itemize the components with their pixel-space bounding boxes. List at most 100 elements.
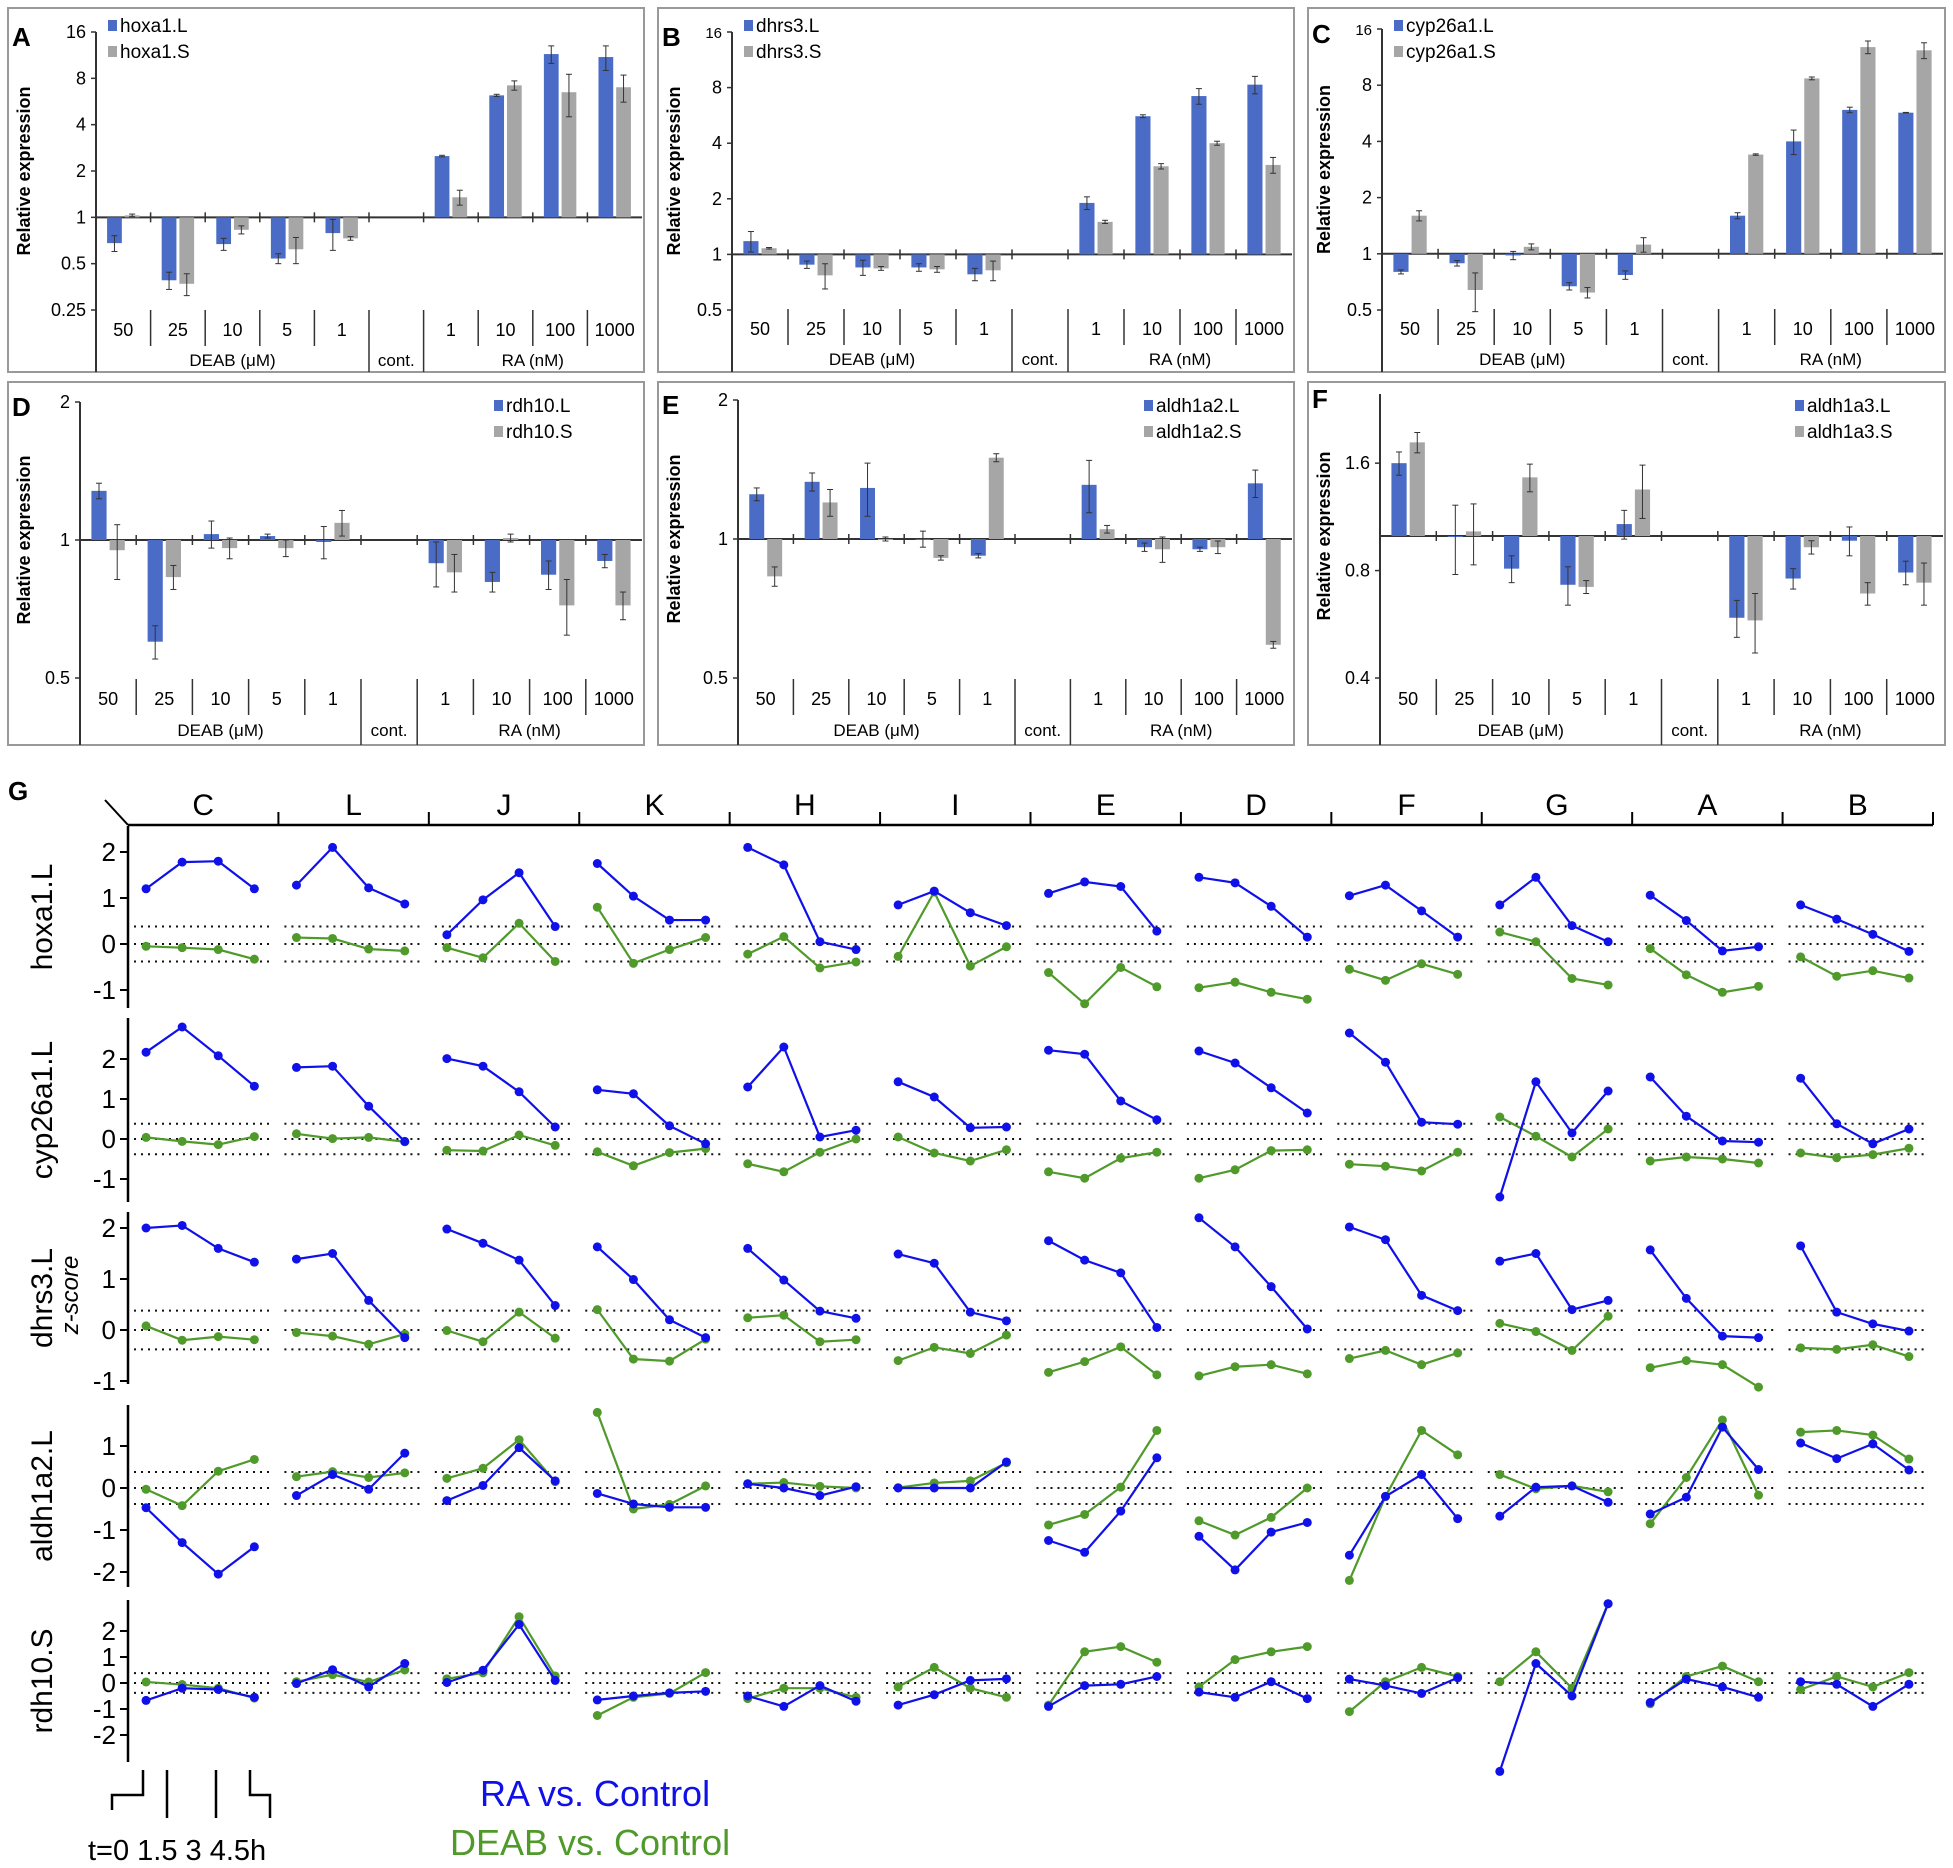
panel-label: G xyxy=(8,776,28,806)
deab-point xyxy=(1832,1672,1842,1681)
deab-point xyxy=(1681,1473,1691,1482)
y-tick-label: 2 xyxy=(712,189,722,209)
ra-point xyxy=(249,1081,259,1091)
bar xyxy=(1191,96,1207,255)
cluster-label: G xyxy=(1545,789,1568,822)
deab-point xyxy=(851,1335,861,1345)
ra-point xyxy=(1681,1492,1691,1502)
ra-line xyxy=(747,1684,857,1708)
ra-point xyxy=(177,1538,187,1548)
bar xyxy=(1560,536,1576,585)
gene-label: rdh10.S xyxy=(26,1628,59,1733)
deab-point xyxy=(1754,1677,1764,1687)
ra-point xyxy=(1832,914,1842,924)
ra-line xyxy=(747,1482,857,1497)
deab-point xyxy=(1868,1150,1878,1160)
deab-point xyxy=(1567,1345,1577,1355)
deab-point xyxy=(1152,982,1162,992)
bar xyxy=(1916,536,1932,583)
deab-point xyxy=(1531,1327,1541,1337)
ra-point xyxy=(1080,1255,1090,1265)
deab-point xyxy=(1344,964,1354,974)
ra-point xyxy=(929,1258,939,1268)
deab-point xyxy=(592,1305,602,1315)
ra-point xyxy=(592,1488,602,1498)
deab-point xyxy=(1080,1509,1090,1519)
group-label-control: cont. xyxy=(1024,721,1061,740)
deab-point xyxy=(514,1307,524,1317)
deab-point xyxy=(1080,1357,1090,1367)
category-label: 1 xyxy=(337,320,347,340)
cluster-label: D xyxy=(1245,789,1267,822)
bar xyxy=(1617,253,1633,275)
ra-point xyxy=(400,1448,410,1458)
ra-point xyxy=(514,1087,524,1097)
deab-point xyxy=(550,956,560,966)
y-tick-label: -1 xyxy=(93,1694,116,1724)
group-label-deab: DEAB (μM) xyxy=(833,721,919,740)
ra-line xyxy=(1649,1677,1759,1704)
y-tick-label: 1 xyxy=(76,207,86,227)
deab-point xyxy=(1832,1153,1842,1163)
ra-point xyxy=(364,883,374,893)
bar xyxy=(561,92,577,218)
ra-line xyxy=(1649,1249,1759,1339)
ra-point xyxy=(1344,1550,1354,1560)
category-label: 1 xyxy=(1628,689,1638,709)
deab-point xyxy=(1230,1530,1240,1540)
ra-line xyxy=(296,1252,406,1339)
deab-point xyxy=(628,1354,638,1364)
legend-swatch xyxy=(494,426,503,437)
ra-point xyxy=(1230,1692,1240,1702)
y-tick-label: 0.5 xyxy=(1347,300,1372,320)
deab-point xyxy=(328,933,338,943)
category-label: 1000 xyxy=(595,320,635,340)
deab-line xyxy=(1499,1116,1609,1159)
ra-point xyxy=(1904,1326,1914,1336)
category-label: 10 xyxy=(491,689,511,709)
bar xyxy=(911,254,927,268)
deab-point xyxy=(965,1476,975,1486)
ra-point xyxy=(1417,906,1427,916)
legend-ra: RA vs. Control xyxy=(480,1773,710,1814)
bar xyxy=(1467,253,1483,290)
ra-point xyxy=(249,1257,259,1267)
deab-line xyxy=(1048,1345,1158,1376)
ra-point xyxy=(1796,1073,1806,1083)
ra-point xyxy=(478,1480,488,1490)
deab-point xyxy=(1152,1147,1162,1157)
bar xyxy=(1860,47,1876,254)
deab-line xyxy=(596,1147,706,1167)
ra-point xyxy=(1495,1766,1505,1776)
ra-line xyxy=(746,1247,857,1320)
ra-point xyxy=(1044,1701,1054,1711)
ra-point xyxy=(1531,1659,1541,1668)
deab-point xyxy=(1453,1147,1463,1157)
ra-point xyxy=(442,1496,452,1506)
ra-point xyxy=(514,1255,524,1265)
deab-point xyxy=(400,1665,410,1675)
deab-point xyxy=(364,1473,374,1482)
bar xyxy=(1578,536,1594,587)
group-label-control: cont. xyxy=(378,351,415,370)
deab-point xyxy=(1266,1512,1276,1522)
category-label: 100 xyxy=(1844,689,1874,709)
ra-point xyxy=(851,1125,861,1135)
bar xyxy=(598,57,614,218)
ra-point xyxy=(1266,1282,1276,1292)
gene-label: cyp26a1.L xyxy=(26,1041,59,1179)
ra-point xyxy=(328,1249,338,1258)
deab-line xyxy=(747,1481,857,1490)
deab-point xyxy=(1266,987,1276,997)
deab-point xyxy=(1531,1131,1541,1141)
ra-point xyxy=(1380,1235,1390,1245)
bar xyxy=(1153,166,1169,255)
deab-point xyxy=(1904,1352,1914,1362)
deab-line xyxy=(897,889,1007,968)
ra-point xyxy=(1904,1124,1914,1134)
ra-point xyxy=(478,1061,488,1071)
deab-point xyxy=(1796,1427,1806,1437)
cluster-label: I xyxy=(951,789,959,822)
category-label: 10 xyxy=(1512,319,1532,339)
ra-point xyxy=(1116,1096,1126,1106)
